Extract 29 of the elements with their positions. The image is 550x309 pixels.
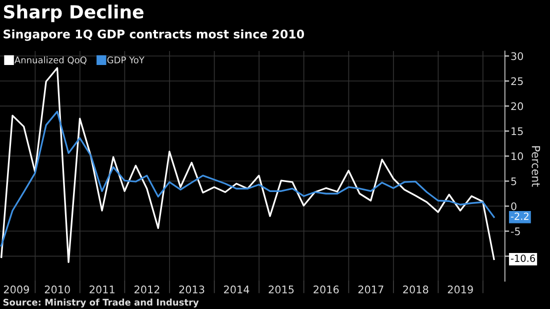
y-tick-label: 5 — [511, 177, 516, 186]
y-tick-label: 0 — [511, 202, 516, 210]
line-series — [0, 110, 495, 246]
y-tick-label: 15 — [512, 127, 523, 136]
x-tick-label: 2011 — [90, 286, 114, 294]
source-note: Source: Ministry of Trade and Industry — [3, 298, 199, 308]
x-tick-label: 2015 — [268, 286, 294, 294]
y-tick-label: 10 — [512, 152, 524, 160]
chart-subtitle: Singapore 1Q GDP contracts most since 2010 — [4, 29, 304, 41]
y-tick-label: -5 — [510, 228, 520, 236]
line-series — [0, 67, 495, 264]
x-tick-label: 2017 — [358, 286, 384, 294]
x-tick-label: 2016 — [314, 286, 339, 294]
y-tick-label: 25 — [511, 77, 523, 86]
y-tick-label: 30 — [511, 52, 524, 60]
data-label: -2.2 — [510, 212, 528, 220]
data-label: -10.6 — [510, 254, 535, 262]
y-tick-label: 20 — [511, 102, 524, 110]
x-tick-label: 2019 — [448, 286, 473, 294]
chart-title: Sharp Decline — [4, 4, 144, 22]
x-tick-label: 2010 — [44, 286, 70, 294]
legend-label: Annualized QoQ — [14, 56, 86, 64]
x-tick-label: 2009 — [4, 286, 29, 294]
x-tick-label: 2012 — [134, 286, 160, 294]
legend-label: GDP YoY — [107, 56, 144, 64]
x-tick-label: 2014 — [224, 286, 250, 294]
x-tick-label: 2018 — [403, 286, 428, 294]
y-axis-title: Percent — [532, 146, 540, 187]
x-tick-label: 2013 — [179, 286, 204, 294]
